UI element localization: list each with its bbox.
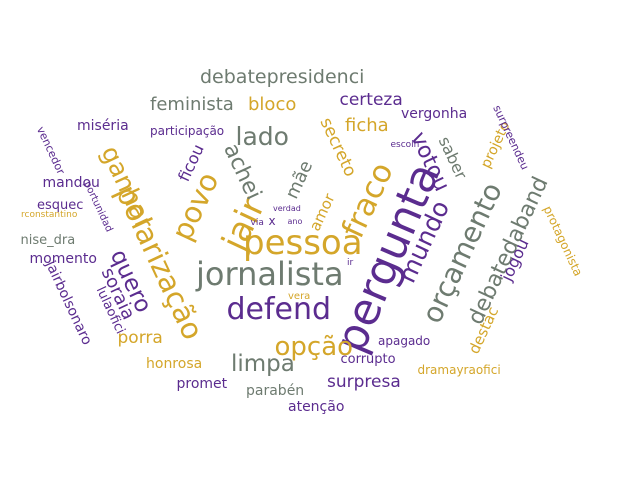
cloud-word: rconstantino bbox=[21, 209, 78, 220]
cloud-word: protagonista bbox=[540, 203, 586, 279]
cloud-word: nise_dra bbox=[20, 232, 76, 248]
cloud-word: ir bbox=[347, 257, 354, 268]
cloud-word: x bbox=[268, 214, 276, 228]
cloud-word: escolh bbox=[390, 139, 420, 150]
cloud-word: jairbolsonaro bbox=[41, 258, 95, 348]
cloud-word: momento bbox=[29, 251, 97, 267]
cloud-word: debatepresidenci bbox=[200, 65, 365, 88]
cloud-word: via bbox=[250, 217, 264, 228]
cloud-word: defend bbox=[226, 292, 332, 327]
cloud-word: ficha bbox=[345, 115, 389, 136]
cloud-word: bloco bbox=[248, 94, 297, 115]
cloud-word: honrosa bbox=[146, 356, 203, 372]
cloud-word: esquec bbox=[37, 197, 84, 213]
cloud-word: opção bbox=[274, 332, 354, 362]
cloud-word: mandou bbox=[42, 175, 100, 191]
cloud-word: vera bbox=[288, 291, 311, 302]
cloud-word: porra bbox=[117, 327, 163, 348]
cloud-word: apagado bbox=[378, 334, 431, 348]
cloud-word: verdad bbox=[273, 204, 301, 213]
cloud-word: parabén bbox=[246, 383, 305, 399]
cloud-word: miséria bbox=[77, 118, 129, 134]
cloud-word: atenção bbox=[288, 399, 345, 415]
cloud-word: corrupto bbox=[340, 351, 396, 367]
cloud-word: povo bbox=[164, 166, 226, 246]
cloud-word: surpresa bbox=[327, 371, 401, 392]
cloud-word: participação bbox=[150, 124, 225, 138]
cloud-word: certeza bbox=[339, 89, 403, 110]
cloud-word: ano bbox=[287, 217, 303, 226]
cloud-word: mãe bbox=[281, 157, 318, 203]
cloud-word: vergonha bbox=[401, 106, 468, 122]
cloud-word: pessoa bbox=[243, 223, 363, 263]
cloud-word: dramayraofici bbox=[417, 363, 501, 377]
cloud-word: jornalista bbox=[196, 255, 344, 293]
cloud-word: promet bbox=[176, 376, 228, 392]
cloud-word: vencedor bbox=[33, 124, 67, 176]
cloud-word: feminista bbox=[150, 94, 234, 115]
cloud-word: lado bbox=[235, 121, 289, 151]
cloud-word: limpa bbox=[231, 350, 295, 377]
